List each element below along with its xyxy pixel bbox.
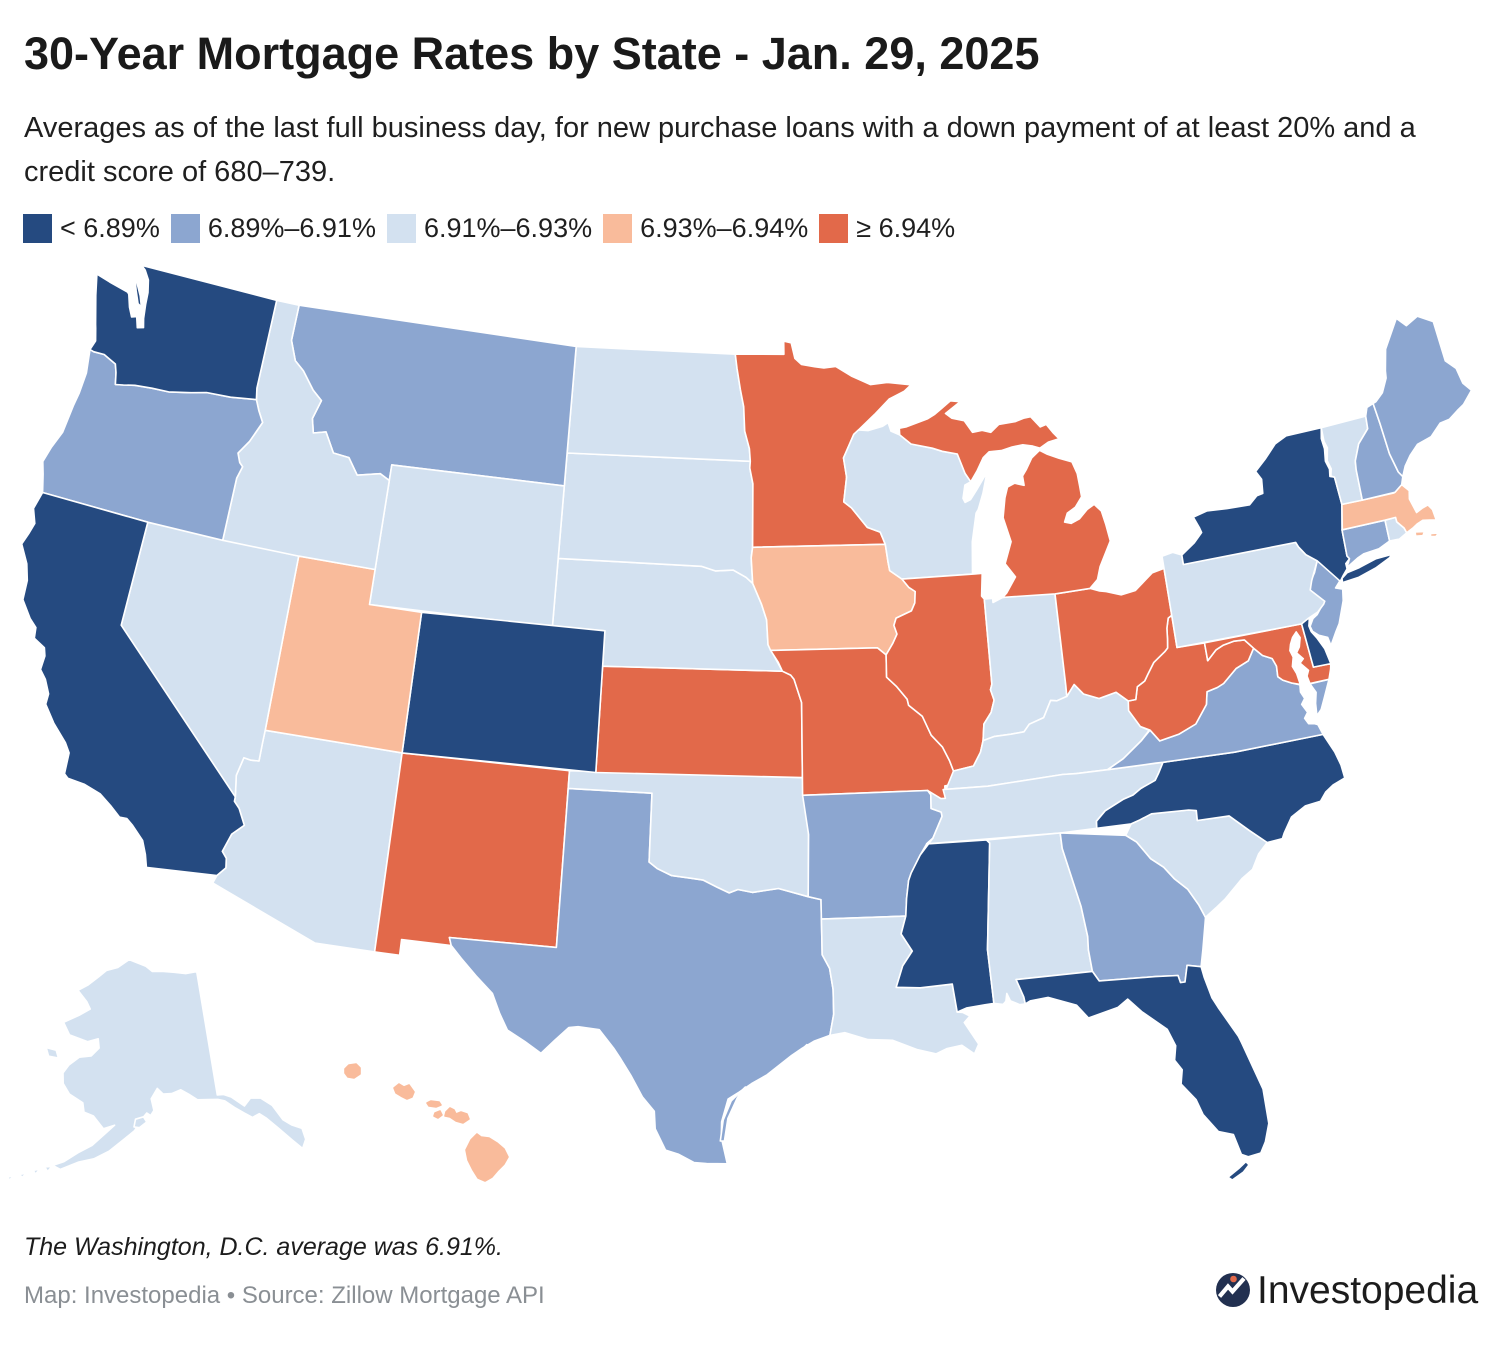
- svg-text:Investopedia: Investopedia: [1257, 1270, 1478, 1310]
